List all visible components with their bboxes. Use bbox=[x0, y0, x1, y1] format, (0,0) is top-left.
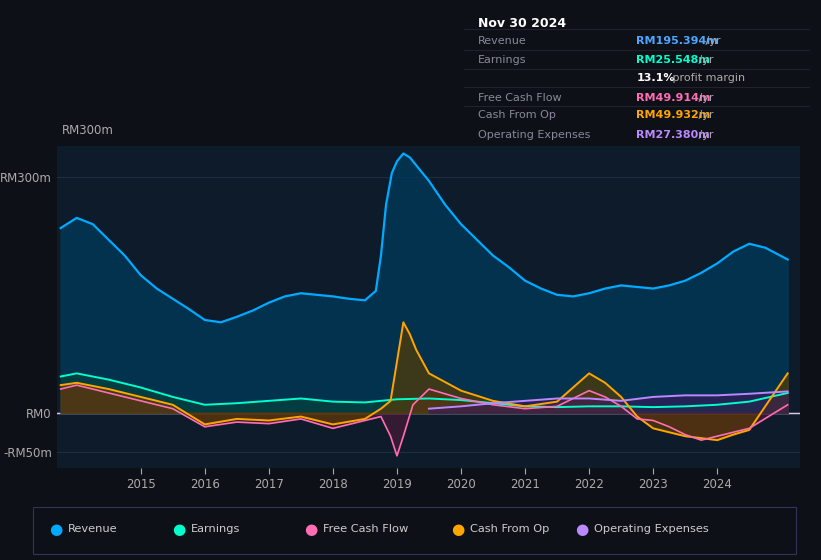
Text: ●: ● bbox=[575, 522, 588, 536]
Text: Free Cash Flow: Free Cash Flow bbox=[478, 92, 562, 102]
Text: Free Cash Flow: Free Cash Flow bbox=[323, 524, 408, 534]
Text: Revenue: Revenue bbox=[478, 36, 526, 46]
Text: 13.1%: 13.1% bbox=[636, 73, 675, 83]
Text: ●: ● bbox=[452, 522, 465, 536]
Text: /yr: /yr bbox=[695, 92, 713, 102]
Text: Cash From Op: Cash From Op bbox=[470, 524, 550, 534]
Text: ●: ● bbox=[304, 522, 317, 536]
Text: Earnings: Earnings bbox=[191, 524, 241, 534]
Text: Revenue: Revenue bbox=[68, 524, 117, 534]
Text: /yr: /yr bbox=[695, 110, 713, 120]
Text: RM49.932m: RM49.932m bbox=[636, 110, 710, 120]
Text: Operating Expenses: Operating Expenses bbox=[478, 129, 590, 139]
Text: RM300m: RM300m bbox=[62, 124, 113, 137]
Text: Operating Expenses: Operating Expenses bbox=[594, 524, 709, 534]
Text: RM195.394m: RM195.394m bbox=[636, 36, 718, 46]
Text: RM25.548m: RM25.548m bbox=[636, 55, 710, 66]
Text: Nov 30 2024: Nov 30 2024 bbox=[478, 17, 566, 30]
Text: /yr: /yr bbox=[695, 55, 713, 66]
Text: /yr: /yr bbox=[695, 129, 713, 139]
Text: Earnings: Earnings bbox=[478, 55, 526, 66]
Text: RM27.380m: RM27.380m bbox=[636, 129, 710, 139]
Text: /yr: /yr bbox=[702, 36, 720, 46]
Text: Cash From Op: Cash From Op bbox=[478, 110, 556, 120]
Text: RM49.914m: RM49.914m bbox=[636, 92, 711, 102]
Text: ●: ● bbox=[49, 522, 62, 536]
Text: profit margin: profit margin bbox=[669, 73, 745, 83]
Text: ●: ● bbox=[172, 522, 186, 536]
